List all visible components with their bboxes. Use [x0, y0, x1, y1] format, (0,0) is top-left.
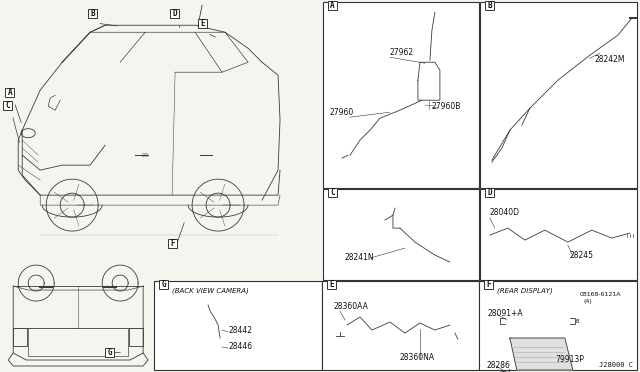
Bar	[129, 328, 143, 346]
Bar	[198, 19, 207, 28]
Text: D: D	[487, 188, 492, 197]
Text: F: F	[486, 280, 491, 289]
Text: A: A	[8, 88, 12, 97]
Text: C: C	[5, 101, 10, 110]
Text: B: B	[487, 1, 492, 10]
Bar	[328, 1, 337, 10]
Text: D: D	[172, 9, 177, 18]
Text: 28360NA: 28360NA	[400, 353, 435, 362]
Bar	[3, 101, 12, 110]
Text: F: F	[170, 239, 175, 248]
Text: ∞: ∞	[141, 150, 149, 160]
Bar	[88, 9, 97, 18]
Text: 27960B: 27960B	[432, 102, 461, 111]
Bar	[626, 228, 636, 240]
Text: C: C	[330, 188, 335, 197]
Bar	[105, 348, 114, 357]
Text: 27962: 27962	[390, 48, 414, 57]
Text: E: E	[200, 19, 205, 28]
Text: J28000 C: J28000 C	[599, 362, 633, 368]
Text: G: G	[108, 348, 112, 357]
Polygon shape	[510, 338, 573, 370]
Bar	[159, 280, 168, 289]
Text: 28286: 28286	[487, 361, 511, 370]
Bar	[211, 338, 229, 356]
Bar	[5, 88, 14, 97]
Text: 28241N: 28241N	[345, 253, 374, 262]
Text: 28091+A: 28091+A	[488, 309, 524, 318]
Bar	[168, 239, 177, 248]
Bar	[479, 281, 637, 370]
Bar	[480, 189, 637, 280]
Bar	[13, 328, 28, 346]
Text: 28245: 28245	[570, 251, 594, 260]
Text: G: G	[161, 280, 166, 289]
Text: 27960: 27960	[330, 108, 355, 117]
Text: B: B	[575, 318, 579, 324]
Bar	[480, 2, 637, 188]
Bar	[154, 281, 322, 370]
Bar	[505, 300, 570, 318]
Bar	[322, 281, 479, 370]
Text: 08168-6121A: 08168-6121A	[580, 292, 621, 297]
Bar	[485, 1, 494, 10]
Text: (4): (4)	[584, 299, 593, 304]
Bar	[484, 280, 493, 289]
Text: B: B	[90, 9, 95, 18]
Bar	[214, 341, 226, 353]
Bar	[323, 2, 479, 188]
Text: 28040D: 28040D	[490, 208, 520, 217]
Bar	[485, 188, 494, 197]
Text: 28360AA: 28360AA	[334, 302, 369, 311]
Text: A: A	[330, 1, 335, 10]
Bar	[328, 188, 337, 197]
Text: (REAR DISPLAY): (REAR DISPLAY)	[497, 287, 552, 294]
Text: 28242M: 28242M	[595, 55, 625, 64]
Bar	[323, 189, 479, 280]
Bar	[327, 280, 336, 289]
Bar	[170, 9, 179, 18]
Text: 28446: 28446	[228, 342, 252, 351]
Text: (BACK VIEW CAMERA): (BACK VIEW CAMERA)	[172, 287, 249, 294]
Text: E: E	[329, 280, 334, 289]
Text: 79913P: 79913P	[555, 355, 584, 364]
Text: 28442: 28442	[228, 326, 252, 335]
